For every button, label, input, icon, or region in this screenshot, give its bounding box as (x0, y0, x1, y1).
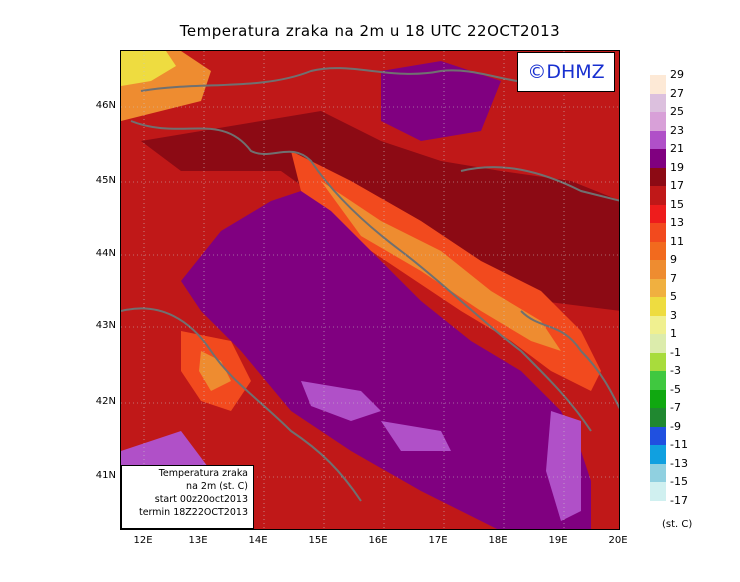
legend-label: -3 (670, 364, 681, 377)
legend-label: -11 (670, 438, 688, 451)
legend-swatch (650, 371, 666, 390)
legend-label: 19 (670, 160, 684, 174)
lon-label-16e: 16E (368, 535, 388, 546)
legend-label: -7 (670, 401, 681, 414)
lon-label-18e: 18E (488, 535, 508, 546)
field-light-purple-se (546, 411, 581, 521)
map-gridlines (121, 51, 619, 529)
lat-label-41n: 41N (95, 470, 116, 481)
coastline-dalmatia (130, 120, 592, 432)
legend-label: 15 (670, 197, 684, 211)
legend-swatch (650, 297, 666, 316)
legend-label: 17 (670, 179, 684, 192)
legend-swatch (650, 167, 666, 186)
legend-swatch (650, 482, 666, 501)
legend-label: -1 (670, 345, 681, 359)
lon-label-20e: 20E (608, 535, 628, 546)
legend-swatch (650, 112, 666, 131)
legend-label: 9 (670, 253, 677, 266)
legend-swatch (650, 315, 666, 334)
legend-label: -17 (670, 493, 688, 507)
map-field (121, 51, 619, 529)
field-purple-north (381, 61, 501, 141)
field-yellow-nw (121, 51, 176, 86)
lon-label-14e: 14E (248, 535, 268, 546)
legend-label: 21 (670, 142, 684, 155)
legend-label: 1 (670, 327, 677, 340)
legend-swatch (650, 408, 666, 427)
border-montenegro (520, 310, 619, 410)
info-box: Temperatura zraka na 2m (st. C) start 00… (121, 465, 254, 529)
lat-label-45n: 45N (95, 175, 116, 186)
legend-label: -13 (670, 456, 688, 470)
legend-label: 11 (670, 234, 684, 248)
lon-label-12e: 12E (133, 535, 153, 546)
lon-label-17e: 17E (428, 535, 448, 546)
legend-swatch (650, 186, 666, 205)
legend-swatch (650, 223, 666, 242)
lat-label-43n: 43N (95, 320, 116, 331)
info-line-4: termin 18Z22OCT2013 (138, 507, 248, 518)
legend-label: 25 (670, 105, 684, 118)
legend-swatch (650, 278, 666, 297)
field-light-purple-islands (381, 421, 451, 451)
legend-swatch (650, 389, 666, 408)
info-line-1: Temperatura zraka (158, 468, 248, 479)
coastline-italy (121, 307, 362, 502)
lon-label-13e: 13E (188, 535, 208, 546)
legend-swatch (650, 241, 666, 260)
legend-swatch (650, 75, 666, 94)
lon-label-19e: 19E (548, 535, 568, 546)
border-north (140, 67, 562, 92)
legend-label: 5 (670, 290, 677, 303)
legend-label: -9 (670, 419, 681, 433)
legend-swatch (650, 130, 666, 149)
legend-swatch (650, 149, 666, 168)
info-line-2: na 2m (st. C) (186, 481, 248, 492)
map-title: Temperatura zraka na 2m u 18 UTC 22OCT20… (179, 22, 561, 40)
legend-swatch (650, 463, 666, 482)
legend-label: -15 (670, 475, 688, 488)
legend-label: 3 (670, 308, 677, 322)
legend-units: (st. C) (662, 519, 693, 530)
lat-label-42n: 42N (95, 396, 116, 407)
legend-label: -5 (670, 382, 681, 396)
legend-label: 23 (670, 123, 684, 137)
field-light-orange-italy (199, 351, 231, 391)
legend-label: 13 (670, 216, 684, 229)
legend-label: 7 (670, 271, 677, 285)
dhmz-logo: ©DHMZ (517, 52, 615, 92)
info-line-3: start 00z20oct2013 (154, 494, 248, 505)
legend-swatch (650, 204, 666, 223)
lat-label-46n: 46N (95, 100, 116, 111)
field-light-purple-sea (301, 381, 381, 421)
field-light-orange-dinaric (321, 181, 561, 351)
legend-swatch (650, 426, 666, 445)
legend-label: 29 (670, 68, 684, 81)
legend-swatch (650, 93, 666, 112)
lat-label-44n: 44N (95, 248, 116, 259)
legend-swatch (650, 334, 666, 353)
field-adriatic-purple (181, 191, 591, 529)
legend-swatch (650, 445, 666, 464)
lon-label-15e: 15E (308, 535, 328, 546)
legend-label: 27 (670, 86, 684, 100)
border-sava (460, 166, 619, 202)
legend-swatch (650, 260, 666, 279)
legend-swatch (650, 352, 666, 371)
temperature-map (120, 50, 620, 530)
